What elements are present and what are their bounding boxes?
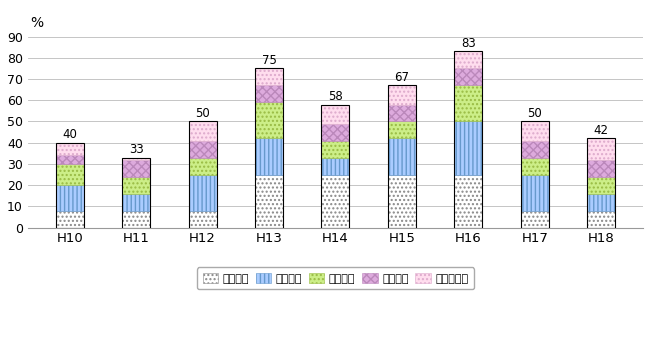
- Text: 83: 83: [461, 37, 476, 50]
- Bar: [521, 211, 549, 227]
- Bar: [255, 68, 283, 227]
- Text: 50: 50: [195, 107, 210, 120]
- Bar: [322, 158, 350, 174]
- Text: 42: 42: [593, 124, 608, 137]
- Bar: [454, 52, 482, 68]
- Bar: [122, 160, 150, 176]
- Text: 58: 58: [328, 90, 343, 103]
- Bar: [56, 164, 84, 185]
- Bar: [255, 68, 283, 85]
- Bar: [587, 138, 615, 160]
- Bar: [255, 103, 283, 138]
- Bar: [188, 141, 216, 158]
- Bar: [454, 174, 482, 227]
- Bar: [56, 211, 84, 227]
- Bar: [122, 158, 150, 160]
- Text: 67: 67: [395, 71, 410, 84]
- Bar: [56, 143, 84, 227]
- Bar: [188, 121, 216, 227]
- Bar: [255, 138, 283, 174]
- Text: %: %: [30, 16, 43, 30]
- Bar: [454, 52, 482, 227]
- Bar: [122, 158, 150, 227]
- Bar: [521, 174, 549, 211]
- Bar: [388, 121, 416, 138]
- Bar: [56, 185, 84, 211]
- Text: 33: 33: [129, 143, 144, 156]
- Bar: [255, 174, 283, 227]
- Bar: [188, 174, 216, 211]
- Text: 75: 75: [261, 54, 276, 67]
- Bar: [188, 158, 216, 174]
- Bar: [454, 68, 482, 85]
- Bar: [322, 141, 350, 158]
- Bar: [322, 174, 350, 227]
- Bar: [122, 176, 150, 194]
- Bar: [255, 85, 283, 103]
- Bar: [56, 155, 84, 164]
- Bar: [56, 143, 84, 155]
- Bar: [587, 160, 615, 176]
- Bar: [122, 194, 150, 211]
- Bar: [521, 158, 549, 174]
- Bar: [587, 194, 615, 211]
- Bar: [388, 105, 416, 121]
- Bar: [322, 105, 350, 227]
- Bar: [322, 105, 350, 123]
- Bar: [188, 121, 216, 141]
- Bar: [521, 121, 549, 141]
- Bar: [521, 141, 549, 158]
- Bar: [322, 123, 350, 141]
- Bar: [388, 174, 416, 227]
- Bar: [388, 138, 416, 174]
- Bar: [587, 211, 615, 227]
- Bar: [454, 121, 482, 174]
- Bar: [587, 176, 615, 194]
- Bar: [521, 121, 549, 227]
- Bar: [388, 85, 416, 105]
- Text: 50: 50: [527, 107, 542, 120]
- Bar: [122, 211, 150, 227]
- Text: 40: 40: [62, 128, 77, 141]
- Legend: 西側海域, 東側海域, 南側海域, 石垣海域, 阿嘉島海域: 西側海域, 東側海域, 南側海域, 石垣海域, 阿嘉島海域: [197, 267, 474, 289]
- Bar: [587, 138, 615, 227]
- Bar: [388, 85, 416, 227]
- Bar: [188, 211, 216, 227]
- Bar: [454, 85, 482, 121]
